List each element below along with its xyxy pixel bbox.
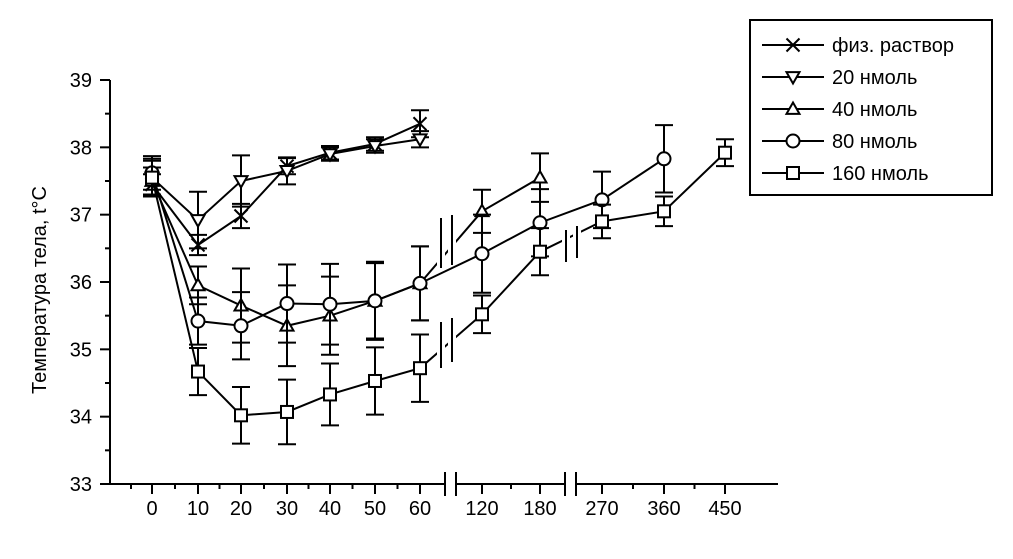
data-point <box>474 246 490 262</box>
series-3 <box>143 152 549 368</box>
data-point <box>412 275 428 291</box>
x-tick-label: 0 <box>146 498 157 520</box>
x-tick-label: 120 <box>465 498 498 520</box>
x-tick-label: 60 <box>409 498 431 520</box>
x-tick-label: 10 <box>187 498 209 520</box>
legend-label: 20 нмоль <box>832 67 917 89</box>
data-point <box>475 307 489 322</box>
data-point <box>413 361 427 376</box>
y-tick-label: 39 <box>70 70 92 92</box>
series-layer <box>143 109 734 446</box>
data-point <box>233 208 249 224</box>
legend-marker <box>784 100 802 115</box>
legend-label: 160 нмоль <box>832 163 929 185</box>
legend-label: физ. раствор <box>832 35 954 57</box>
data-point <box>531 169 549 184</box>
legend: физ. раствор 20 нмоль 40 нмоль 80 нмоль 160 … <box>749 19 993 196</box>
data-point <box>189 276 207 292</box>
data-point <box>656 151 672 167</box>
data-point <box>657 204 671 219</box>
x-tick-label: 50 <box>364 498 386 520</box>
x-tick-label: 20 <box>230 498 252 520</box>
data-point <box>232 175 250 190</box>
legend-label: 40 нмоль <box>832 99 917 121</box>
y-tick-label: 38 <box>70 137 92 159</box>
data-point <box>233 318 249 334</box>
data-point <box>189 214 207 229</box>
data-point <box>234 408 248 423</box>
data-point <box>367 293 383 309</box>
data-point <box>190 313 206 329</box>
data-point <box>280 404 294 419</box>
y-tick-label: 36 <box>70 272 92 294</box>
x-tick-label: 270 <box>585 498 618 520</box>
series-2 <box>143 130 429 250</box>
legend-marker <box>785 37 801 53</box>
data-point <box>323 387 337 402</box>
data-point <box>368 373 382 388</box>
legend-marker <box>784 71 802 86</box>
legend-marker <box>786 166 800 180</box>
data-point <box>595 214 609 229</box>
y-tick-label: 33 <box>70 474 92 496</box>
data-point <box>533 244 547 259</box>
x-tick-label: 450 <box>708 498 741 520</box>
y-axis-label: Температура тела, t°C <box>29 186 51 394</box>
data-point <box>191 364 205 379</box>
x-tick-label: 30 <box>276 498 298 520</box>
y-tick-label: 35 <box>70 339 92 361</box>
series-5 <box>143 138 734 446</box>
data-point <box>278 165 296 180</box>
series-4 <box>143 124 673 361</box>
data-point <box>145 170 159 185</box>
series-line <box>151 151 726 417</box>
line-break-marks <box>437 215 581 368</box>
axes: 33 34 35 36 37 38 39 0 10 20 30 40 50 60 120 180 270 360 4… <box>70 70 778 520</box>
legend-label: 80 нмоль <box>832 131 917 153</box>
data-point <box>366 140 384 155</box>
data-point <box>322 296 338 312</box>
data-point <box>411 133 429 148</box>
x-tick-label: 360 <box>647 498 680 520</box>
y-tick-label: 37 <box>70 205 92 227</box>
data-point <box>321 148 339 163</box>
data-point <box>412 116 428 131</box>
x-tick-label: 180 <box>523 498 556 520</box>
data-point <box>279 296 295 312</box>
y-tick-label: 34 <box>70 407 92 429</box>
legend-marker <box>785 133 801 149</box>
data-point <box>718 145 732 160</box>
x-tick-label: 40 <box>319 498 341 520</box>
